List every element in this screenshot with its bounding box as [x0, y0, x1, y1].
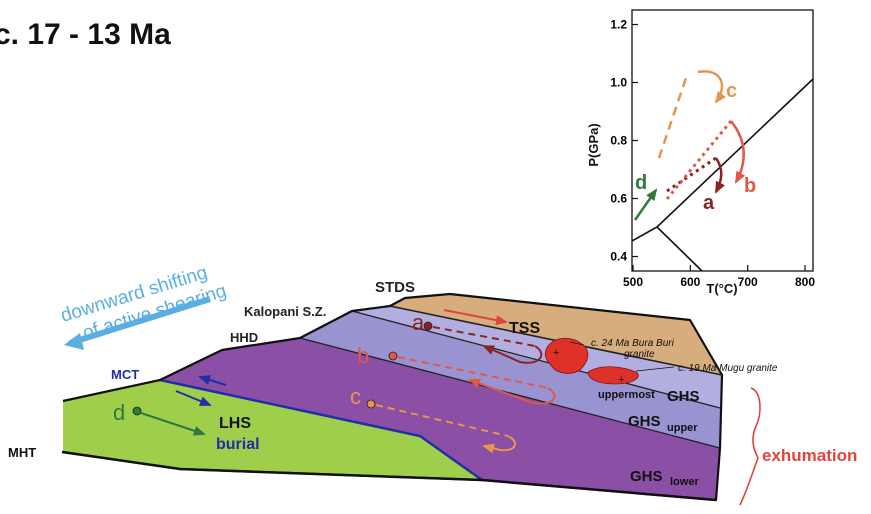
mugu-granite	[587, 366, 639, 385]
sample-b-return	[468, 378, 556, 405]
pt-x-axis-label: T(°C)	[706, 281, 737, 296]
pt-xtick-label: 500	[623, 275, 643, 289]
bura-buri-leader	[569, 341, 585, 346]
ghs-lower-label-1: GHS	[630, 468, 663, 485]
pt-ytick-label: 1.0	[610, 76, 627, 90]
sample-c-return	[482, 435, 516, 454]
granite-cross-2: +	[618, 374, 624, 386]
burial-label: burial	[216, 436, 260, 453]
pt-xtick-label: 700	[738, 275, 758, 289]
lhs-unit	[63, 380, 482, 480]
shift-arrow	[66, 296, 211, 346]
mugu-label: c. 19 Ma Mugu granite	[678, 363, 778, 374]
sample-d-point	[132, 406, 142, 416]
ghs-lower-upper-boundary	[299, 337, 721, 449]
ghs-lower-label-2: lower	[670, 476, 699, 488]
ghs-lower-unit	[160, 338, 720, 500]
sample-a-point	[423, 321, 433, 331]
sample-b-path	[397, 356, 549, 389]
pt-ytick-label: 0.8	[610, 134, 627, 148]
pt-plot: 500 600 700 800 0.4 0.6 0.8 1.0 1.2 T(°C) P(GPa)…	[586, 9, 815, 296]
pt-path-a-dots	[666, 156, 717, 193]
bura-buri-label-1: c. 24 Ma Bura Buri	[591, 338, 675, 349]
sample-d-label: d	[113, 400, 125, 425]
pt-path-b-arrow	[730, 120, 746, 184]
sample-c-path	[375, 404, 509, 437]
pt-ytick-label: 1.2	[610, 18, 627, 32]
ghs-uppermost-label-2: GHS	[667, 388, 700, 405]
lhs-label: LHS	[219, 415, 251, 432]
sample-a-path	[432, 326, 536, 347]
mct-shear-arrow-top	[198, 375, 227, 386]
pt-a-label: a	[703, 192, 715, 214]
exhumation-bracket	[739, 387, 761, 506]
granite-cross-1: +	[553, 347, 559, 359]
pt-ytick-label: 0.6	[610, 192, 627, 206]
pt-c-label: c	[726, 80, 737, 102]
figure-title: c. 17 - 13 Ma	[0, 18, 171, 51]
tss-unit	[390, 294, 722, 375]
sample-c-point	[366, 399, 376, 409]
pt-path-c-dashes	[657, 77, 688, 159]
stds-shear-arrow	[443, 309, 508, 326]
pt-path-a-arrow	[714, 157, 725, 194]
tss-label: TSS	[509, 320, 540, 337]
pt-path-d-arrow	[633, 188, 658, 221]
pt-reaction-line-2	[656, 226, 703, 272]
pt-reaction-line-1	[631, 78, 814, 242]
bura-buri-granite	[544, 337, 589, 374]
exhumation-label: exhumation	[762, 446, 857, 465]
kalopani-label: Kalopani S.Z.	[244, 304, 326, 319]
mugu-leader	[635, 366, 675, 372]
pt-xtick-label: 800	[795, 275, 815, 289]
pt-d-label: d	[635, 172, 647, 194]
pt-ticks: 500 600 700 800 0.4 0.6 0.8 1.0 1.2	[610, 18, 815, 290]
stds-label: STDS	[375, 279, 415, 296]
sample-a-return	[482, 345, 543, 364]
ghs-upper-uppermost-boundary	[351, 310, 721, 409]
bura-buri-label-2: granite	[624, 349, 655, 360]
ghs-upper-label-2: upper	[667, 422, 698, 434]
cross-section: + + a b c d TSS LHS burial uppermost GHS	[61, 292, 778, 502]
shift-arrow-head	[64, 333, 84, 350]
sample-a-label: a	[412, 310, 425, 335]
mht-fault-line	[61, 450, 717, 502]
mht-label: MHT	[8, 445, 36, 460]
pt-ytick-label: 0.4	[610, 250, 627, 264]
sample-b-label: b	[357, 343, 369, 368]
mct-label: MCT	[111, 367, 139, 382]
pt-path-c-arrow	[697, 70, 726, 104]
pt-y-axis-label: P(GPa)	[586, 123, 601, 166]
pt-plot-frame	[631, 9, 814, 272]
sample-d-path	[140, 412, 206, 436]
mct-fault-line	[159, 378, 483, 482]
hhd-label: HHD	[230, 330, 258, 345]
sample-c-label: c	[350, 384, 361, 409]
pt-path-b-dots	[665, 120, 733, 200]
sample-b-point	[388, 351, 398, 361]
ghs-uppermost-label-1: uppermost	[598, 389, 655, 401]
mct-shear-arrow-bottom	[175, 390, 212, 406]
ghs-upper-label-1: GHS	[628, 413, 661, 430]
pt-b-label: b	[744, 175, 756, 197]
pt-xtick-label: 600	[680, 275, 700, 289]
